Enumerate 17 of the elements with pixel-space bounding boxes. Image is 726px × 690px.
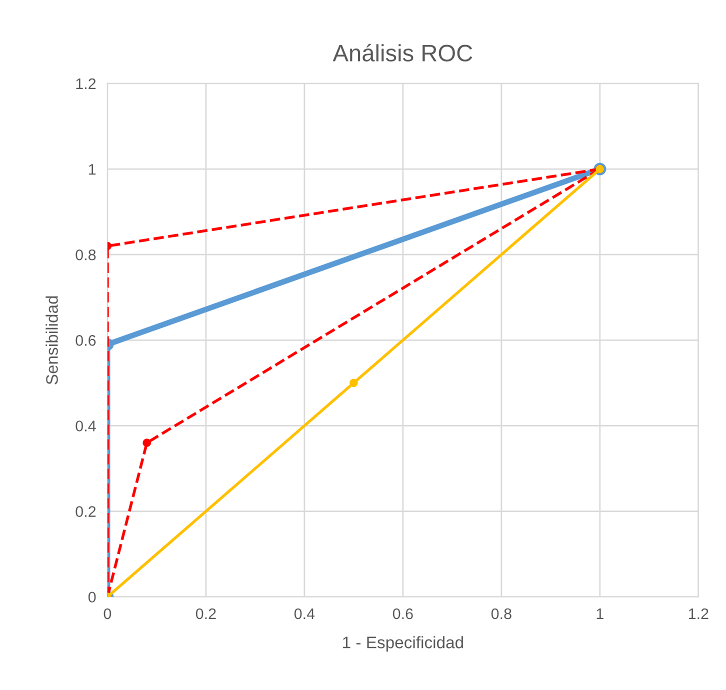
y-tick-label: 0.6 <box>76 335 96 346</box>
x-tick-label: 0.8 <box>491 608 512 620</box>
x-tick-label: 0.6 <box>392 608 413 620</box>
x-axis-title: 1 - Especificidad <box>343 636 463 652</box>
y-tick-label: 0.8 <box>76 249 96 260</box>
x-tick-label: 0 <box>104 608 112 620</box>
x-tick-label: 1.2 <box>688 608 708 620</box>
x-tick-label: 0.4 <box>294 608 315 620</box>
y-axis-title: Sensibilidad <box>46 296 58 384</box>
y-tick-label: 1 <box>89 164 96 175</box>
x-tick-label: 1 <box>596 608 604 620</box>
y-tick-label: 0 <box>88 592 96 603</box>
y-tick-label: 1.2 <box>76 78 96 90</box>
chart-title: Análisis ROC <box>332 44 472 62</box>
y-tick-label: 0.2 <box>76 506 96 517</box>
x-tick-label: 0.2 <box>196 608 216 620</box>
y-tick-label: 0.4 <box>76 420 96 432</box>
